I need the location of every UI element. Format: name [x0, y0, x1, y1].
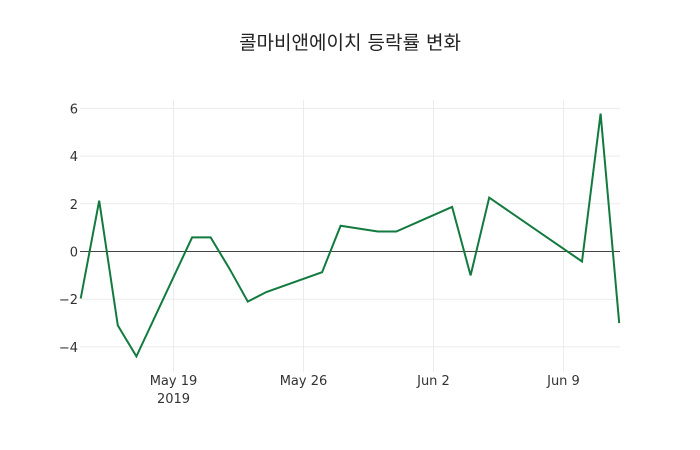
chart-title: 콜마비앤에이치 등락률 변화: [239, 32, 461, 54]
y-tick-label: −2: [59, 293, 78, 308]
x-tick-label: Jun 9: [546, 374, 580, 389]
y-axis: 6 4 2 0 −2 −4: [59, 102, 78, 356]
x-tick-label: Jun 2: [416, 374, 450, 389]
y-tick-label: 6: [70, 102, 78, 117]
y-tick-label: 2: [70, 198, 78, 213]
x-axis: May 19 2019 May 26 Jun 2 Jun 9: [150, 374, 580, 407]
grid-lines: [80, 100, 620, 372]
y-tick-label: 4: [70, 150, 78, 165]
x-tick-label: May 19: [150, 374, 198, 389]
y-tick-label: −4: [59, 341, 78, 356]
series-line: [79, 113, 621, 359]
x-tick-label: May 26: [280, 374, 328, 389]
y-tick-label: 0: [70, 246, 78, 261]
x-tick-year: 2019: [157, 392, 190, 407]
